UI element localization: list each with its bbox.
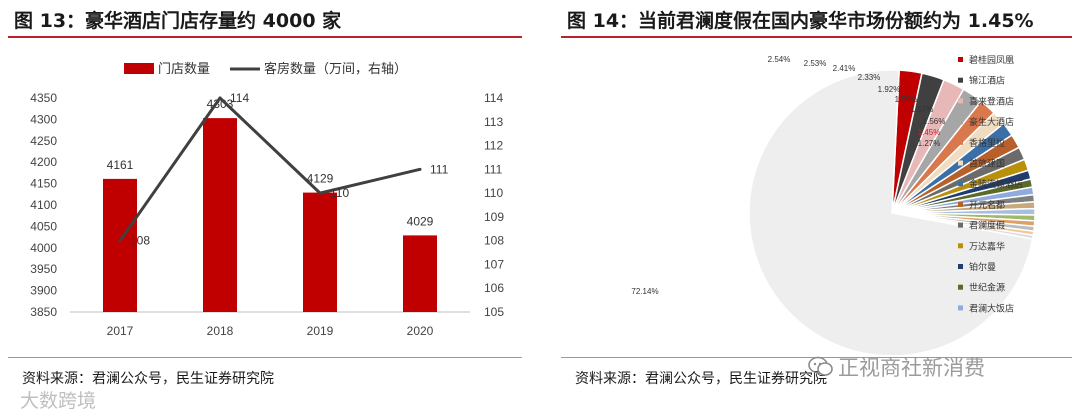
y-left-tick-label: 3950 — [30, 262, 57, 276]
bar-value-label: 4129 — [307, 172, 334, 186]
chart-legend: 门店数量 客房数量（万间，右轴） — [124, 61, 407, 77]
figure-14-source: 资料来源：君澜公众号，民生证券研究院 — [575, 371, 827, 387]
pie-slice-label: 1.56% — [923, 117, 946, 126]
left-figure: 图 13：豪华酒店门店存量约 4000 家 门店数量 客房数量（万间，右轴） 385… — [0, 0, 530, 414]
pie-legend-label: 首旅建国 — [969, 158, 1005, 170]
line-value-label: 111 — [430, 162, 449, 176]
pie-legend-swatch — [958, 222, 963, 228]
pie-slice-label: 1.27% — [918, 139, 941, 148]
bar-2018 — [203, 118, 237, 312]
line-value-label: 110 — [330, 186, 349, 200]
pie-legend-swatch — [958, 139, 963, 145]
pie-legend-swatch — [958, 119, 963, 125]
y-right-tick-label: 114 — [484, 91, 503, 105]
rooms-line-series — [118, 96, 421, 242]
pie-slice-label: 1.59% — [895, 95, 918, 104]
pie-legend-label: 锦江酒店 — [969, 75, 1005, 87]
pie-slice-label: 2.33% — [858, 73, 881, 82]
y-right-tick-label: 111 — [484, 162, 503, 176]
pie-legend-swatch — [958, 264, 963, 269]
watermark-text-secondary: 大数跨境 — [20, 390, 97, 412]
line-value-label: 108 — [130, 234, 150, 248]
y-right-tick-label: 110 — [484, 186, 503, 200]
pie-legend-label: 碧桂园凤凰 — [969, 54, 1014, 66]
pie-legend-swatch — [958, 181, 963, 187]
pie-legend-label: 君澜大饭店 — [969, 302, 1014, 314]
x-tick-label: 2019 — [307, 324, 334, 338]
pie-slice-label: 2.53% — [804, 59, 827, 68]
pie-slice-label: 1.92% — [878, 85, 901, 94]
bar-2020 — [403, 235, 437, 312]
line-point — [218, 96, 222, 100]
pie-legend-swatch — [958, 160, 963, 166]
pie-legend-swatch — [958, 243, 963, 249]
y-left-tick-label: 4100 — [30, 198, 57, 212]
bar-2017 — [103, 178, 137, 312]
watermark-text: 正视商社新消费 — [838, 356, 985, 380]
figure-13-source: 资料来源：君澜公众号，民生证券研究院 — [22, 371, 274, 387]
pie-legend-swatch — [958, 201, 963, 207]
line-point — [418, 167, 422, 171]
x-tick-label: 2018 — [207, 324, 234, 338]
y-right-tick-label: 106 — [484, 281, 504, 295]
pie-legend-label: 金陵连锁酒店 — [969, 178, 1023, 190]
pie-legend-swatch — [958, 284, 963, 290]
y-right-tick-label: 113 — [484, 115, 503, 129]
figure-13-title: 图 13：豪华酒店门店存量约 4000 家 — [14, 10, 342, 32]
pie-legend-swatch — [958, 98, 963, 104]
y-left-tick-label: 3900 — [30, 284, 57, 298]
y-right-tick-label: 108 — [484, 234, 504, 248]
pie-slice-label: 1.57% — [911, 105, 934, 114]
legend-swatch-bars — [124, 63, 154, 74]
market-share-pie-chart: 2.54% 2.53% 2.41%2.33% 1.92%1.59%1.57% 1.56%… — [631, 54, 1036, 355]
title-divider — [8, 36, 522, 38]
pie-slice-label: 1.45% — [918, 128, 941, 137]
pie-legend-label: 开元名都 — [969, 199, 1005, 211]
pie-legend-label: 喜来登酒店 — [969, 95, 1014, 107]
legend-label-line: 客房数量（万间，右轴） — [264, 61, 407, 77]
x-tick-label: 2020 — [407, 324, 434, 338]
y-left-tick-label: 3850 — [30, 305, 57, 319]
line-value-label: 114 — [230, 91, 249, 105]
pie-legend-label: 香格里拉 — [969, 137, 1005, 149]
y-left-tick-label: 4350 — [30, 91, 57, 105]
y-left-tick-label: 4200 — [30, 155, 57, 169]
y-left-tick-label: 4050 — [30, 219, 57, 233]
y-right-tick-label: 109 — [484, 210, 504, 224]
y-left-tick-label: 4250 — [30, 134, 57, 148]
pie-legend-label: 豪生大酒店 — [969, 116, 1014, 128]
pie-slice — [748, 69, 1034, 355]
figure-14-title: 图 14：当前君澜度假在国内豪华市场份额约为 1.45% — [567, 10, 1034, 32]
y-left-tick-label: 4150 — [30, 177, 57, 191]
wechat-icon — [808, 356, 833, 376]
pie-legend-label: 万达嘉华 — [969, 240, 1005, 252]
source-divider — [8, 357, 522, 358]
legend-label-bars: 门店数量 — [158, 62, 210, 77]
pie-legend-swatch — [958, 77, 963, 83]
bar-value-label: 4161 — [107, 158, 134, 172]
pie-slice-label: 72.14% — [631, 287, 658, 296]
pie-slice-label: 2.41% — [833, 64, 856, 73]
line-point — [118, 239, 122, 243]
pie-legend-label: 君澜度假 — [969, 220, 1005, 232]
pie-legend-label: 铂尔曼 — [969, 261, 996, 273]
x-tick-label: 2017 — [107, 324, 134, 338]
pie-legend-swatch — [958, 57, 963, 62]
pie-legend-swatch — [958, 305, 963, 311]
bar-value-label: 4029 — [407, 214, 434, 228]
right-figure: 图 14：当前君澜度假在国内豪华市场份额约为 1.45% 2.54% 2.53% 2… — [553, 0, 1080, 414]
line-point — [318, 191, 322, 195]
y-left-tick-label: 4300 — [30, 112, 57, 126]
pie-legend-label: 世纪金源 — [969, 282, 1005, 294]
y-right-tick-label: 105 — [484, 305, 504, 319]
bar-line-chart: 门店数量 客房数量（万间，右轴） 3850 3900 3950 4000 4050 4100 4… — [30, 61, 504, 338]
y-right-tick-label: 112 — [484, 139, 503, 153]
title-divider — [561, 36, 1072, 38]
y-left-tick-label: 4000 — [30, 241, 57, 255]
bar-2019 — [303, 192, 337, 312]
y-right-tick-label: 107 — [484, 257, 504, 271]
pie-slice-label: 2.54% — [768, 55, 791, 64]
